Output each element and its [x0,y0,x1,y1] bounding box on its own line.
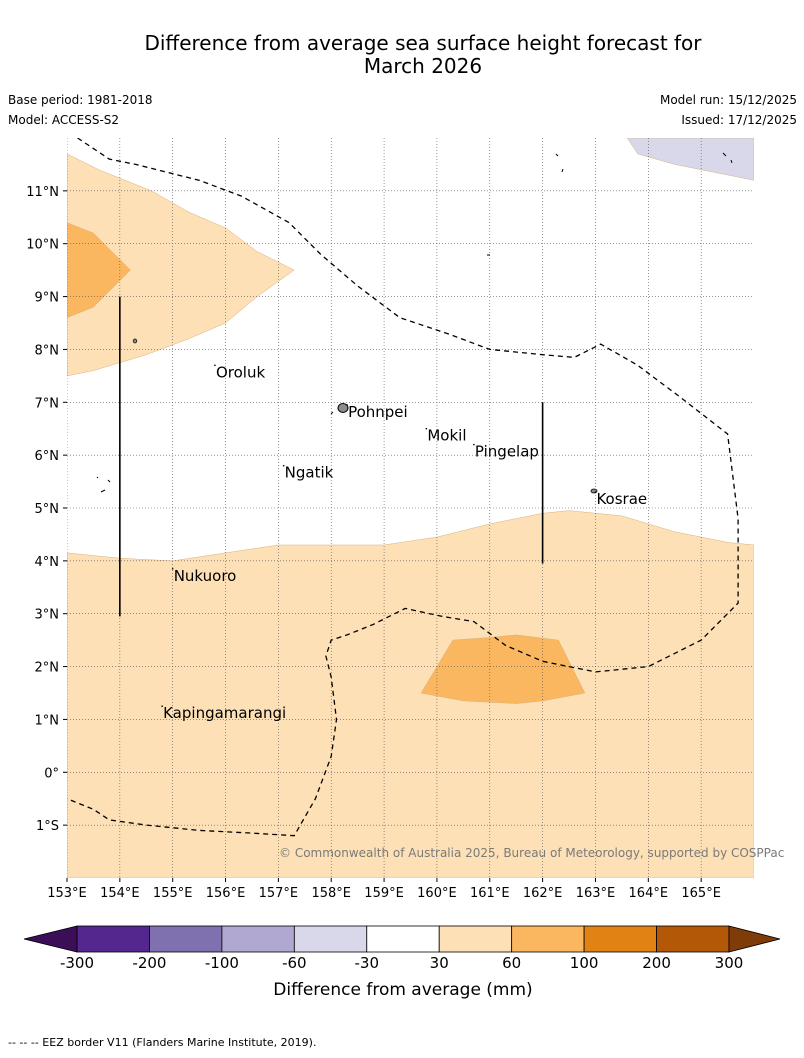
contour-region [67,153,295,377]
place-label: Kosrae [596,490,647,508]
colorbar-tick-label: -200 [132,954,166,972]
colorbar-tick-label: 200 [642,954,671,972]
colorbar-extend-low [23,925,78,953]
x-tick-label: 165°E [681,886,721,901]
y-tick-label: 1°S [36,819,59,834]
x-tick-label: 162°E [523,886,563,901]
x-tick-label: 163°E [576,886,616,901]
y-tick-label: 3°N [35,608,60,623]
issued-date: Issued: 17/12/2025 [681,113,797,127]
place-label: Pohnpei [348,403,408,421]
place-label: Kapingamarangi [163,704,286,722]
colorbar-cell [656,925,730,953]
y-tick-label: 6°N [35,449,60,464]
copyright-notice: © Commonwealth of Australia 2025, Bureau… [279,846,784,860]
y-tick-label: 0° [44,766,59,781]
x-tick-label: 164°E [629,886,669,901]
y-tick-label: 7°N [35,396,60,411]
colorbar-tick-label: 100 [570,954,599,972]
place-dot [171,567,174,570]
x-tick-label: 155°E [153,886,193,901]
place-dot [282,464,285,467]
model-run-date: Model run: 15/12/2025 [659,93,797,107]
y-tick-label: 1°N [35,713,60,728]
place-dot [473,443,475,446]
x-tick-label: 153°E [47,886,87,901]
colorbar-tick-label: -300 [60,954,94,972]
x-tick-label: 160°E [417,886,457,901]
colorbar-tick-label: -100 [205,954,239,972]
colorbar-tick-label: 60 [502,954,521,972]
place-dot [161,705,163,708]
eez-border [67,138,739,837]
y-tick-label: 9°N [35,291,60,306]
x-tick-label: 158°E [311,886,351,901]
place-label: Oroluk [216,363,265,381]
islet [555,152,733,173]
place-dot [346,404,348,406]
colorbar-tick-label: -60 [282,954,307,972]
colorbar-tick-label: -30 [355,954,380,972]
contour-region [67,222,131,318]
y-tick-label: 2°N [35,661,60,676]
base-period: Base period: 1981-2018 [8,93,153,107]
x-tick-label: 154°E [100,886,140,901]
colorbar-cell [366,925,440,953]
contour-region [67,510,754,878]
y-tick-label: 8°N [35,343,60,358]
place-label: Nukuoro [174,567,237,585]
place-dot [425,427,428,430]
islet [96,476,111,493]
y-tick-label: 11°N [26,185,59,200]
colorbar-cell [76,925,150,953]
colorbar-cell [293,925,368,953]
colorbar-title: Difference from average (mm) [273,980,532,1000]
eez-legend-note: -- -- -- EEZ border V11 (Flanders Marine… [8,1036,317,1049]
x-tick-label: 159°E [364,886,404,901]
x-tick-label: 156°E [206,886,246,901]
colorbar-cell [438,925,513,953]
islet [330,411,334,415]
y-tick-label: 4°N [35,555,60,570]
y-tick-label: 10°N [26,238,59,253]
x-tick-label: 161°E [470,886,510,901]
contour-region [626,138,754,181]
model-name: Model: ACCESS-S2 [8,113,120,127]
y-tick-label: 5°N [35,502,60,517]
place-dot [594,491,597,493]
colorbar-cell [149,925,223,953]
colorbar: -300 -200 -100 -60 -30 30 60 100 200 300 Differen… [23,925,781,1000]
map-title: Difference from average sea surface heig… [144,31,702,78]
colorbar-tick-label: 30 [430,954,449,972]
x-tick-label: 157°E [259,886,299,901]
pohnpei-island [337,403,349,413]
colorbar-extend-high [728,925,781,953]
colorbar-cell [511,925,585,953]
colorbar-tick-label: 300 [715,954,744,972]
colorbar-cell [583,925,657,953]
islet [132,338,138,344]
place-dot [214,364,216,367]
place-label: Pingelap [475,443,539,461]
place-label: Ngatik [285,464,334,482]
place-label: Mokil [427,427,466,445]
colorbar-cell [221,925,295,953]
